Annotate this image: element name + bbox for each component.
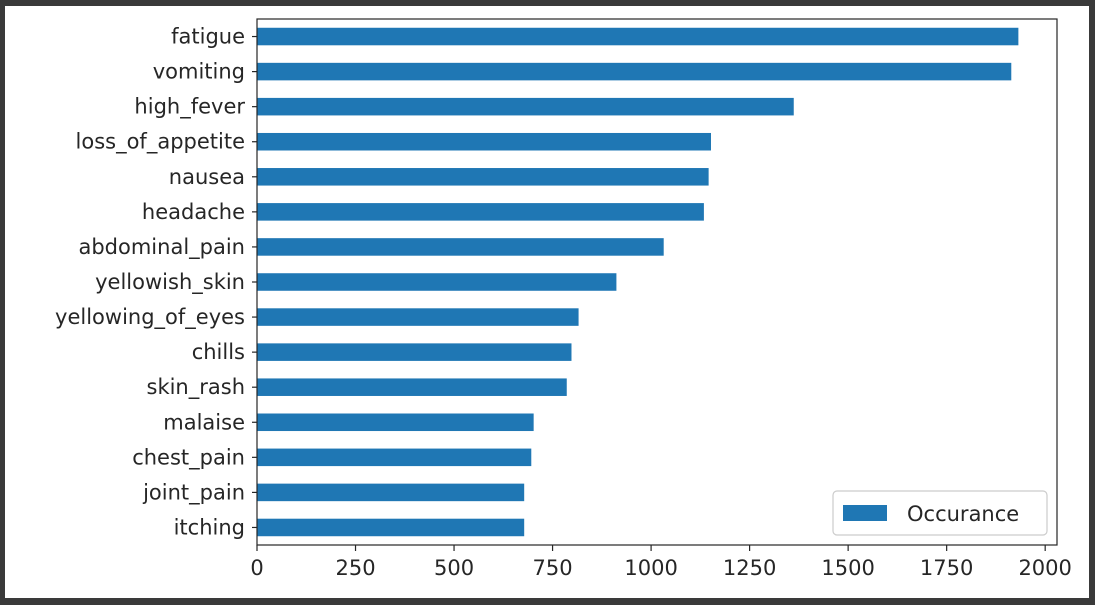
y-tick-label: chills <box>192 340 245 364</box>
bar-fatigue <box>257 27 1019 46</box>
x-tick-label: 500 <box>434 556 474 580</box>
x-tick-label: 2000 <box>1018 556 1071 580</box>
bar-chills <box>257 343 572 361</box>
bar-nausea <box>257 168 709 186</box>
legend-label: Occurance <box>907 502 1019 526</box>
plot-area-border <box>256 18 1058 546</box>
y-tick-label: fatigue <box>171 25 245 49</box>
bar-skin-rash <box>257 378 567 396</box>
bar-high-fever <box>257 97 794 116</box>
x-tick-label: 1250 <box>723 556 776 580</box>
bar-itching <box>257 518 525 537</box>
y-tick-label: high_fever <box>134 95 245 120</box>
y-tick-label: chest_pain <box>132 445 245 470</box>
y-tick-label: loss_of_appetite <box>76 130 245 155</box>
bar-chest-pain <box>257 448 532 467</box>
x-tick-label: 1500 <box>821 556 874 580</box>
bar-chart: fatigue vomiting high_fever loss_of_appetit… <box>55 18 1072 580</box>
y-tick-label: yellowish_skin <box>95 270 245 295</box>
y-tick-label: joint_pain <box>142 480 245 505</box>
x-tick-label: 250 <box>335 556 375 580</box>
x-tick-label: 0 <box>250 556 263 580</box>
y-tick-label: itching <box>174 515 245 539</box>
x-tick-label: 750 <box>533 556 573 580</box>
bar-yellowing-of-eyes <box>257 308 579 326</box>
y-tick-label: nausea <box>169 165 245 189</box>
y-tick-label: skin_rash <box>147 375 246 400</box>
y-tick-label: yellowing_of_eyes <box>55 305 245 330</box>
bar-joint-pain <box>257 483 525 502</box>
x-tick-label: 1000 <box>624 556 677 580</box>
y-tick-label: malaise <box>163 410 245 434</box>
y-tick-label: headache <box>142 200 245 224</box>
y-tick-label: vomiting <box>153 60 245 84</box>
chart-frame: fatigue vomiting high_fever loss_of_appetit… <box>5 6 1089 598</box>
x-tick-label: 1750 <box>920 556 973 580</box>
bar-loss-of-appetite <box>257 132 711 151</box>
y-tick-label: abdominal_pain <box>78 235 245 260</box>
legend-box <box>832 490 1048 536</box>
bar-headache <box>257 203 704 221</box>
legend-swatch <box>843 505 887 521</box>
bar-malaise <box>257 413 534 432</box>
bar-abdominal-pain <box>257 238 664 256</box>
bar-yellowish-skin <box>257 273 617 291</box>
bar-vomiting <box>257 62 1012 81</box>
